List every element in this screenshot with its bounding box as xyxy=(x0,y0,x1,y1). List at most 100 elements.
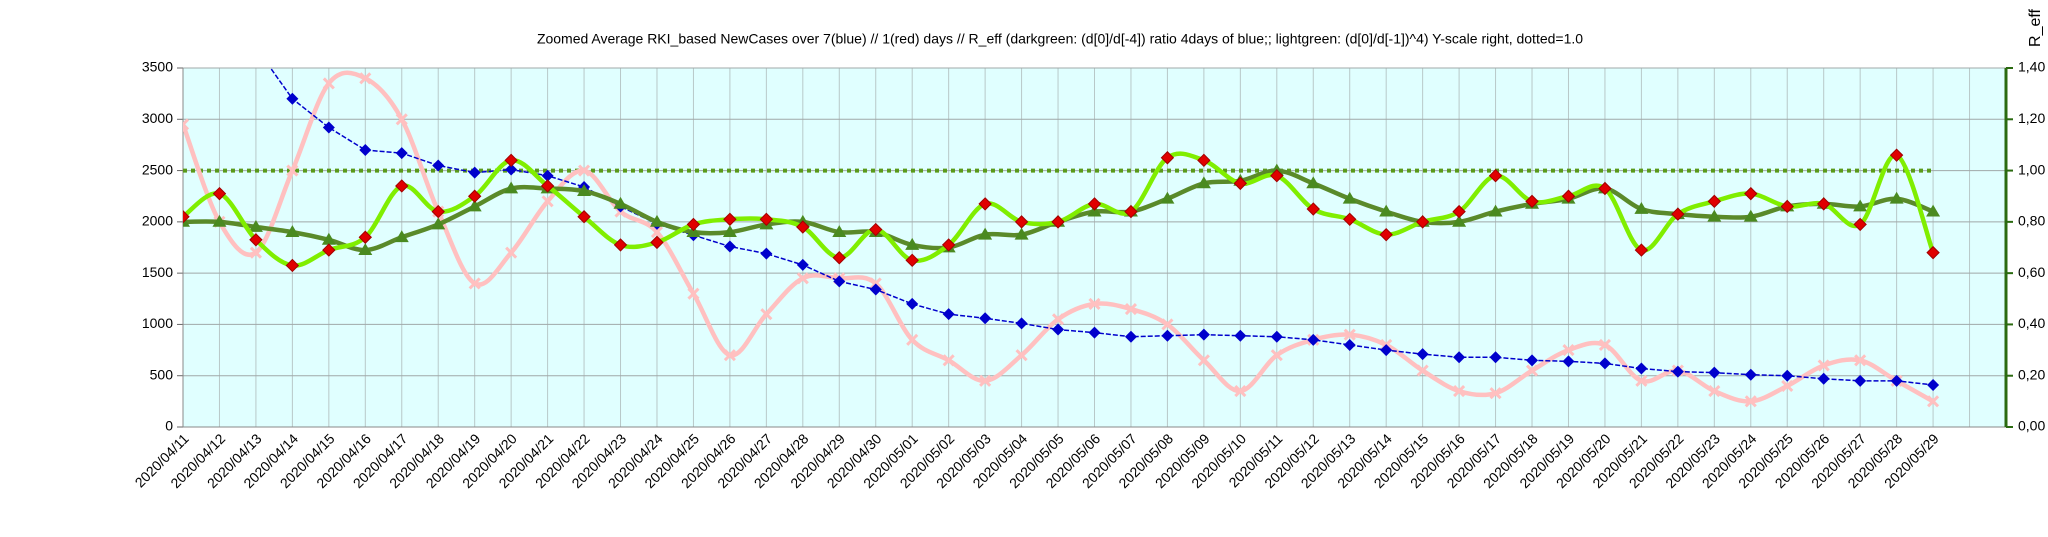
y-tick-label: 2500 xyxy=(142,161,173,177)
data-point xyxy=(650,226,664,239)
data-point xyxy=(1197,354,1210,367)
data-point xyxy=(541,195,554,208)
data-point xyxy=(1124,330,1137,343)
data-point xyxy=(1307,333,1320,346)
data-point xyxy=(1379,204,1394,217)
data-point xyxy=(1124,204,1138,219)
data-point xyxy=(1525,364,1539,377)
data-point xyxy=(1088,326,1101,339)
data-point xyxy=(1744,368,1757,381)
data-point xyxy=(1707,209,1722,222)
data-point xyxy=(504,153,518,168)
y2-tick-label: 0,80 xyxy=(2018,213,2045,229)
data-point xyxy=(249,246,262,259)
data-point xyxy=(1379,227,1393,242)
data-point xyxy=(1707,194,1722,209)
data-point xyxy=(1562,355,1575,368)
data-point xyxy=(650,235,664,250)
data-point xyxy=(577,184,592,196)
data-point xyxy=(722,225,737,238)
data-point xyxy=(686,217,701,232)
y2-tick-label: 0,40 xyxy=(2018,315,2045,331)
data-point xyxy=(504,181,519,194)
data-point xyxy=(212,186,227,201)
data-point xyxy=(978,227,993,240)
data-point xyxy=(1453,351,1466,364)
data-point xyxy=(796,258,809,271)
data-point xyxy=(649,214,664,227)
data-point xyxy=(613,196,628,209)
data-point xyxy=(978,197,992,211)
data-point xyxy=(1854,374,1867,387)
data-point xyxy=(723,240,736,253)
data-point xyxy=(1124,302,1138,316)
data-point xyxy=(1853,199,1868,212)
data-point xyxy=(468,166,481,179)
data-point xyxy=(1927,378,1940,391)
data-point xyxy=(467,189,482,203)
data-point xyxy=(1488,168,1503,183)
data-point xyxy=(759,212,774,227)
data-point xyxy=(832,251,846,265)
data-point xyxy=(1196,176,1211,189)
data-point xyxy=(1087,197,1102,211)
data-point xyxy=(1598,338,1612,352)
data-point xyxy=(1270,330,1283,343)
data-point xyxy=(286,92,299,105)
data-point xyxy=(1525,194,1539,209)
data-point xyxy=(1160,151,1175,165)
data-point xyxy=(249,233,263,247)
data-point xyxy=(1817,372,1830,385)
data-point xyxy=(906,297,919,310)
data-point xyxy=(577,210,591,224)
data-point xyxy=(395,147,408,160)
data-point xyxy=(1635,374,1648,387)
data-point xyxy=(1598,181,1612,196)
data-point xyxy=(1708,366,1721,379)
y-tick-label: 0 xyxy=(165,418,173,434)
data-point xyxy=(1488,204,1503,217)
data-point xyxy=(467,199,482,212)
data-point xyxy=(248,219,263,232)
data-point xyxy=(1854,354,1867,367)
y2-axis-title: R_eff xyxy=(2027,8,2044,47)
chart-title: Zoomed Average RKI_based NewCases over 7… xyxy=(537,31,1583,47)
data-point xyxy=(1561,189,1576,203)
data-point xyxy=(1161,329,1174,342)
data-point xyxy=(1635,362,1648,375)
data-point xyxy=(1015,317,1028,330)
data-point xyxy=(905,253,919,268)
data-point xyxy=(979,374,992,387)
data-point xyxy=(941,238,956,252)
data-point xyxy=(1234,385,1247,398)
data-point xyxy=(286,164,299,177)
data-point xyxy=(796,220,810,234)
data-point xyxy=(760,308,773,321)
data-point xyxy=(1270,168,1284,183)
y-tick-label: 3000 xyxy=(142,110,173,126)
data-point xyxy=(395,179,409,193)
data-point xyxy=(1671,365,1684,378)
data-point xyxy=(1234,329,1247,342)
data-point xyxy=(1088,297,1101,310)
plot-area xyxy=(183,41,1941,408)
data-point xyxy=(431,204,445,219)
y2-tick-label: 1,40 xyxy=(2018,59,2045,75)
data-point xyxy=(1380,344,1393,357)
data-point xyxy=(505,246,518,259)
data-point xyxy=(1452,204,1466,219)
data-point xyxy=(1052,323,1065,336)
data-point xyxy=(1015,349,1028,362)
data-point xyxy=(869,222,883,237)
data-point xyxy=(1415,215,1430,229)
data-point xyxy=(183,214,190,227)
data-point xyxy=(285,258,300,273)
data-point xyxy=(432,159,445,172)
data-point xyxy=(1489,351,1502,364)
data-point xyxy=(1343,338,1356,351)
data-point xyxy=(1562,344,1575,357)
data-point xyxy=(1708,385,1721,398)
data-point xyxy=(905,237,920,250)
data-point xyxy=(250,41,262,53)
data-point xyxy=(1161,318,1174,331)
